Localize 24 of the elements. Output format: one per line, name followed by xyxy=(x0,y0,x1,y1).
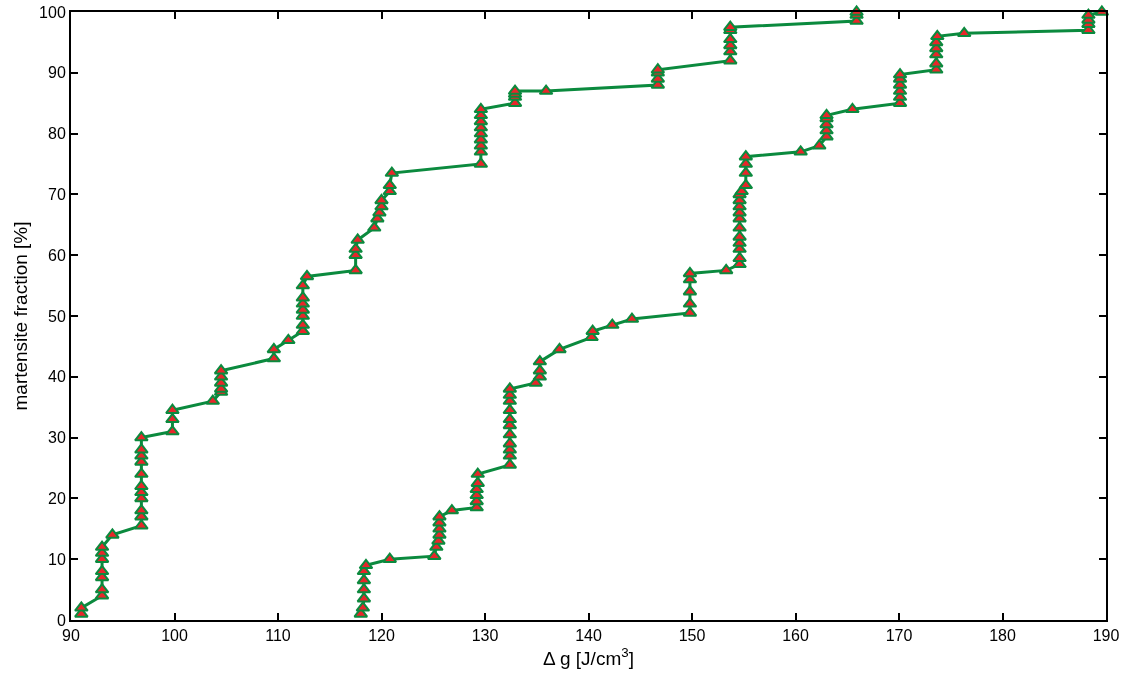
x-tick-label: 170 xyxy=(885,627,913,645)
y-tick-label: 100 xyxy=(39,3,66,21)
y-tick-label: 90 xyxy=(48,64,66,82)
x-axis-title: Δ g [J/cm$^{3}$] xyxy=(543,644,634,669)
y-tick-label: 0 xyxy=(56,611,66,629)
x-tick-label: 140 xyxy=(575,627,602,645)
x-tick-label: 110 xyxy=(265,627,291,645)
y-tick-label: 60 xyxy=(48,246,66,264)
x-tick-label: 190 xyxy=(1092,627,1120,645)
y-tick-label: 50 xyxy=(48,307,66,325)
y-tick-label: 10 xyxy=(48,550,66,568)
y-tick-label: 30 xyxy=(48,429,66,447)
y-tick-label: 20 xyxy=(48,490,66,507)
x-tick-label: 120 xyxy=(368,627,395,645)
y-tick-label: 40 xyxy=(48,368,66,386)
y-axis-title: martensite fraction [%] xyxy=(10,221,32,411)
y-tick-label: 80 xyxy=(48,125,66,143)
x-tick-label: 150 xyxy=(678,627,706,645)
y-tick-label: 70 xyxy=(48,186,66,203)
x-tick-label: 160 xyxy=(782,627,809,645)
x-tick-label: 180 xyxy=(989,627,1016,645)
x-tick-label: 100 xyxy=(161,627,188,645)
x-tick-label: 130 xyxy=(471,627,499,645)
x-tick-label: 90 xyxy=(62,627,80,645)
